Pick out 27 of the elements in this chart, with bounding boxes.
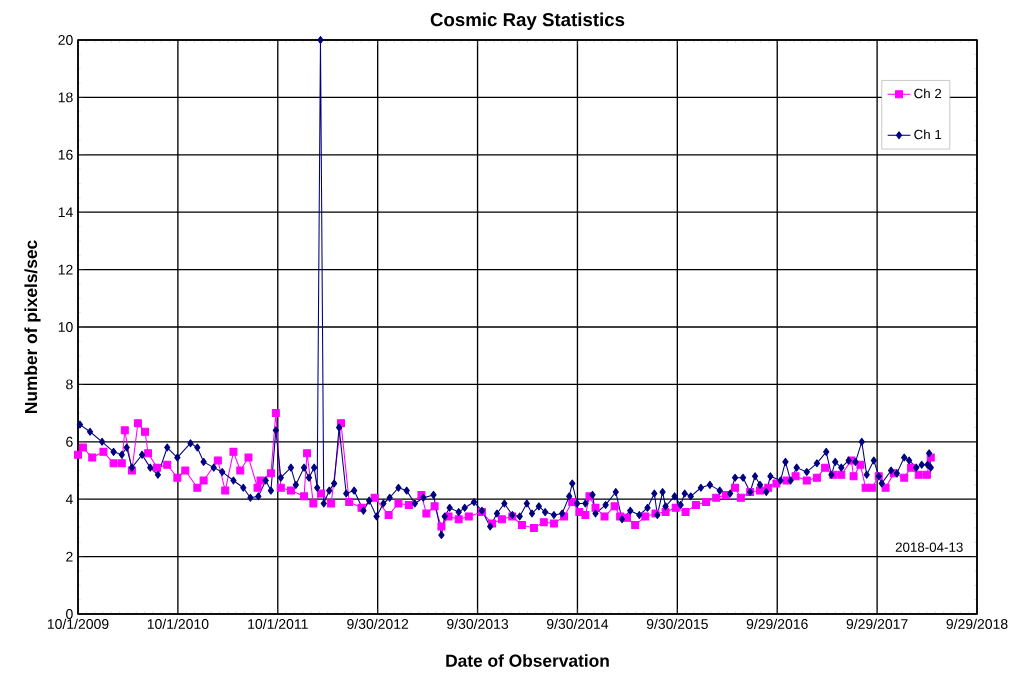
y-tick-label: 0	[66, 609, 73, 619]
chart-title: Cosmic Ray Statistics	[430, 12, 625, 30]
x-tick-label: 10/1/2011	[248, 618, 308, 629]
legend-label: Ch 2	[914, 88, 942, 99]
y-tick-label: 14	[58, 207, 73, 218]
y-tick-label: 18	[58, 92, 73, 103]
x-tick-label: 9/29/2018	[946, 618, 1008, 629]
x-tick-label: 10/1/2010	[147, 618, 209, 629]
x-tick-label: 9/30/2012	[347, 618, 409, 629]
y-tick-label: 10	[58, 322, 73, 332]
x-tick-label: 9/29/2016	[746, 618, 808, 629]
x-tick-label: 10/1/2009	[47, 618, 109, 629]
y-tick-label: 4	[65, 494, 73, 505]
x-tick-label: 9/30/2013	[447, 618, 509, 629]
y-tick-label: 12	[58, 264, 73, 275]
legend-label: Ch 1	[914, 129, 942, 140]
y-tick-label: 8	[66, 379, 73, 390]
y-tick-label: 6	[66, 436, 73, 447]
x-tick-label: 9/30/2014	[546, 618, 609, 629]
y-axis-title: Number of pixels/sec	[24, 240, 41, 414]
x-tick-label: 9/30/2015	[646, 618, 708, 629]
annotation: 2018-04-13	[895, 542, 963, 552]
y-tick-label: 2	[66, 551, 73, 562]
y-tick-label: 20	[58, 35, 73, 45]
x-axis-title: Date of Observation	[446, 654, 609, 667]
y-tick-label: 16	[58, 149, 73, 160]
x-tick-label: 9/29/2017	[846, 618, 908, 629]
